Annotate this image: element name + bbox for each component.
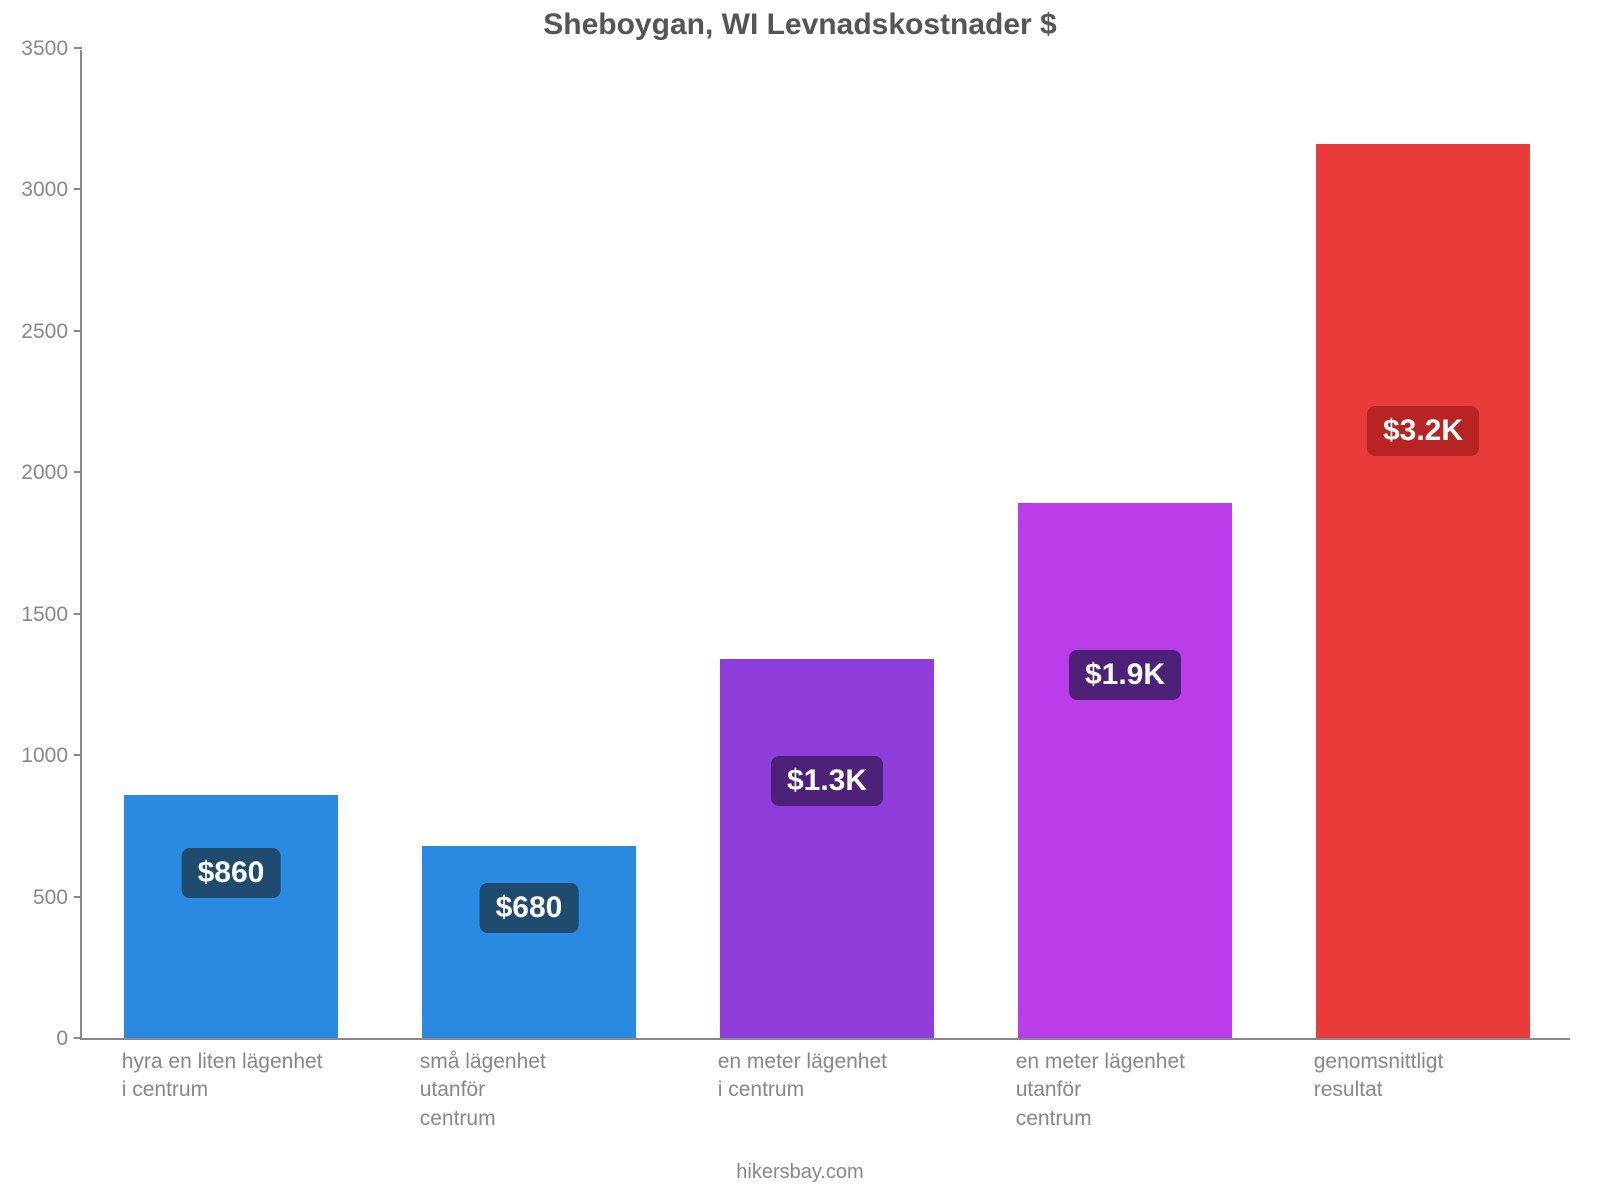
x-axis-label: genomsnittligt resultat bbox=[1314, 1048, 1444, 1105]
attribution: hikersbay.com bbox=[0, 1161, 1600, 1184]
x-axis-label: en meter lägenhet utanför centrum bbox=[1016, 1048, 1185, 1133]
bar bbox=[422, 846, 637, 1038]
bar-slot: $860 bbox=[124, 50, 339, 1038]
bar-slot: $3.2K bbox=[1316, 50, 1531, 1038]
y-tick-label: 0 bbox=[56, 1027, 68, 1051]
y-tick-mark bbox=[74, 1037, 82, 1039]
bar-slot: $680 bbox=[422, 50, 637, 1038]
chart-title: Sheboygan, WI Levnadskostnader $ bbox=[0, 8, 1600, 42]
y-tick-label: 1000 bbox=[21, 744, 68, 768]
y-tick-label: 3000 bbox=[21, 178, 68, 202]
bar bbox=[124, 795, 339, 1038]
y-tick-mark bbox=[74, 896, 82, 898]
bars-layer: $860 $680 $1.3K $1.9K $3.2K bbox=[82, 50, 1570, 1038]
x-axis-label: hyra en liten lägenhet i centrum bbox=[122, 1048, 323, 1105]
y-tick-mark bbox=[74, 754, 82, 756]
value-badge: $3.2K bbox=[1367, 406, 1479, 456]
x-axis-label: en meter lägenhet i centrum bbox=[718, 1048, 887, 1105]
plot-area: $860$680$1.3K$1.9K$3.2K 0500100015002000… bbox=[80, 50, 1570, 1040]
y-tick-label: 2500 bbox=[21, 320, 68, 344]
y-tick-label: 2000 bbox=[21, 461, 68, 485]
y-tick-mark bbox=[74, 47, 82, 49]
bar-slot: $1.3K bbox=[720, 50, 935, 1038]
x-axis-label: små lägenhet utanför centrum bbox=[420, 1048, 546, 1133]
y-tick-label: 500 bbox=[33, 886, 68, 910]
bar bbox=[720, 659, 935, 1038]
y-tick-mark bbox=[74, 330, 82, 332]
y-tick-label: 3500 bbox=[21, 37, 68, 61]
bar-slot: $1.9K bbox=[1018, 50, 1233, 1038]
y-tick-mark bbox=[74, 188, 82, 190]
y-tick-label: 1500 bbox=[21, 603, 68, 627]
y-tick-mark bbox=[74, 471, 82, 473]
value-badge: $1.9K bbox=[1069, 650, 1181, 700]
value-badge: $680 bbox=[480, 883, 579, 933]
cost-of-living-bar-chart: Sheboygan, WI Levnadskostnader $ $860 $68… bbox=[0, 0, 1600, 1200]
y-tick-mark bbox=[74, 613, 82, 615]
bar bbox=[1018, 503, 1233, 1038]
bar bbox=[1316, 144, 1531, 1038]
value-badge: $860 bbox=[182, 848, 281, 898]
value-badge: $1.3K bbox=[771, 756, 883, 806]
